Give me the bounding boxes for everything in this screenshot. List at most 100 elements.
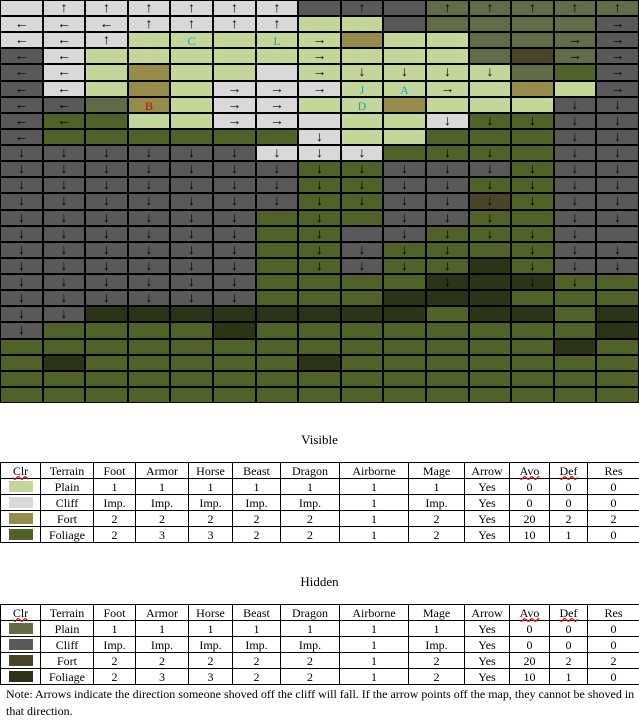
table-row: Fort 2 2 2 2 2 1 2 Yes 20 2 2	[0, 510, 639, 527]
map-cell	[298, 355, 341, 371]
fall-arrow-icon: ↓	[256, 145, 298, 161]
map-cell	[341, 290, 383, 306]
color-swatch	[8, 529, 33, 540]
map-cell	[256, 355, 298, 371]
table-cell: 2	[135, 510, 189, 527]
fall-arrow-icon: ↓	[43, 161, 85, 177]
table-cell: 20	[509, 510, 550, 527]
map-cell	[596, 322, 639, 339]
fall-arrow-icon: ↓	[596, 97, 639, 113]
fall-arrow-icon: →	[213, 97, 256, 113]
map-cell	[426, 322, 469, 339]
fall-arrow-icon: ↓	[128, 161, 170, 177]
table-cell: Yes	[464, 494, 510, 511]
map-cell	[170, 81, 213, 97]
fall-arrow-icon: ↓	[170, 290, 213, 306]
map-cell	[469, 274, 511, 290]
table-cell: 0	[587, 620, 639, 637]
table-cell: 1	[280, 478, 340, 495]
map-cell	[554, 81, 596, 97]
map-cell	[170, 306, 213, 322]
fall-arrow-icon: ↓	[554, 177, 596, 193]
fall-arrow-icon: →	[426, 81, 469, 97]
table-cell: Plain	[40, 620, 94, 637]
fall-arrow-icon: ↓	[170, 177, 213, 193]
map-cell	[256, 48, 298, 64]
fall-arrow-icon: ←	[85, 16, 128, 32]
map-cell	[43, 129, 85, 145]
fall-arrow-icon: ↓	[0, 274, 43, 290]
fall-arrow-icon: ↓	[426, 177, 469, 193]
map-cell	[256, 306, 298, 322]
map-cell	[511, 16, 554, 32]
map-cell	[511, 81, 554, 97]
fall-arrow-icon: →	[554, 32, 596, 48]
fall-arrow-icon: ↓	[43, 177, 85, 193]
fall-arrow-icon: ↓	[0, 161, 43, 177]
map-cell	[341, 16, 383, 32]
fall-arrow-icon: ↓	[383, 193, 426, 210]
map-cell	[426, 129, 469, 145]
map-cell	[383, 274, 426, 290]
map-cell	[256, 129, 298, 145]
fall-arrow-icon: ↓	[128, 177, 170, 193]
fall-arrow-icon: →	[596, 32, 639, 48]
column-header: Horse	[188, 462, 233, 479]
table-cell: 2	[232, 510, 281, 527]
column-header: Beast	[232, 604, 281, 621]
fall-arrow-icon: ↓	[469, 145, 511, 161]
table-cell: 0	[549, 620, 588, 637]
table-row: Fort 2 2 2 2 2 1 2 Yes 20 2 2	[0, 652, 639, 669]
column-header: Foot	[93, 604, 136, 621]
map-cell	[128, 339, 170, 355]
column-header: Def	[549, 462, 588, 479]
fall-arrow-icon: →	[596, 64, 639, 81]
map-cell	[341, 32, 383, 48]
map-cell	[469, 16, 511, 32]
table-cell: 1	[280, 620, 340, 637]
column-header: Clr	[0, 462, 41, 479]
fall-arrow-icon: ↑	[128, 16, 170, 32]
map-cell	[426, 48, 469, 64]
map-cell	[213, 64, 256, 81]
map-cell	[596, 387, 639, 403]
fall-arrow-icon: ↑	[469, 0, 511, 16]
table-cell: Imp.	[408, 636, 465, 653]
table-cell: 1	[188, 478, 233, 495]
table-row: Cliff Imp. Imp. Imp. Imp. Imp. 1 Imp. Yes 0 0 0	[0, 494, 639, 511]
map-cell	[426, 32, 469, 48]
map-cell	[469, 290, 511, 306]
fall-arrow-icon: →	[596, 81, 639, 97]
map-cell	[554, 306, 596, 322]
fall-arrow-icon: →	[298, 81, 341, 97]
table-cell: Yes	[464, 652, 510, 669]
map-cell	[128, 64, 170, 81]
fall-arrow-icon: ↑	[213, 0, 256, 16]
map-cell	[511, 210, 554, 226]
map-cell	[128, 48, 170, 64]
table-cell: Cliff	[40, 494, 94, 511]
fall-arrow-icon: ↓	[426, 242, 469, 258]
fall-arrow-icon: ↑	[596, 0, 639, 16]
table-cell: 0	[549, 478, 588, 495]
fall-arrow-icon: ↑	[170, 0, 213, 16]
map-cell	[298, 113, 341, 129]
column-header: Mage	[408, 604, 465, 621]
fall-arrow-icon: ←	[43, 64, 85, 81]
table-cell: Imp.	[280, 636, 340, 653]
fall-arrow-icon: ↓	[596, 177, 639, 193]
map-cell	[256, 371, 298, 387]
table-cell: 1	[339, 620, 409, 637]
table-header-row: Clr Terrain Foot Armor Horse Beast Dragon Airbo…	[0, 462, 639, 479]
column-header: Armor	[135, 604, 189, 621]
map-cell	[256, 242, 298, 258]
fall-arrow-icon: ↓	[85, 177, 128, 193]
fall-arrow-icon: ↓	[426, 64, 469, 81]
table-cell: 2	[408, 526, 465, 543]
table-cell: 1	[339, 510, 409, 527]
map-cell	[511, 322, 554, 339]
column-header: Res	[587, 604, 639, 621]
map-cell	[554, 371, 596, 387]
map-cell	[469, 81, 511, 97]
fall-arrow-icon: →	[256, 81, 298, 97]
